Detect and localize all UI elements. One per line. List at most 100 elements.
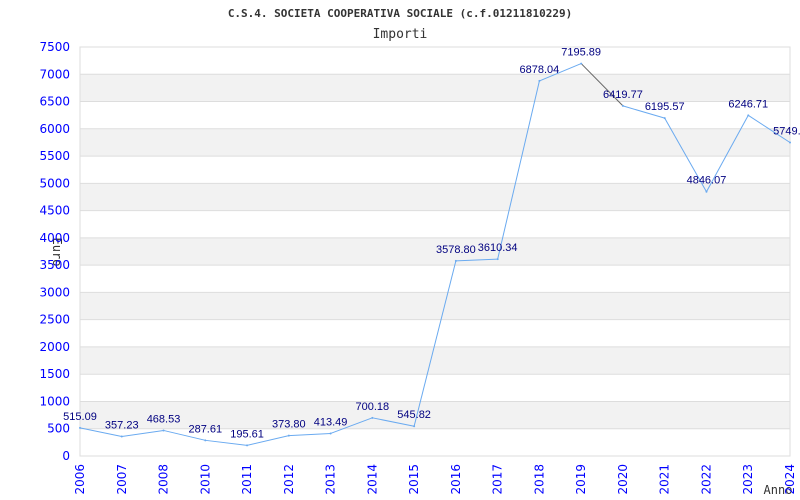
x-tick-label: 2017 [491,464,505,495]
data-label: 468.53 [147,413,181,425]
x-tick-label: 2019 [574,464,588,495]
data-label: 3578.80 [436,244,476,256]
series-segment [706,115,749,192]
y-tick-label: 4000 [39,231,70,245]
x-tick-label: 2024 [783,464,797,495]
chart-title: C.S.4. SOCIETA COOPERATIVA SOCIALE (c.f.… [228,7,572,20]
grid-band [80,128,790,157]
x-tick-label: 2021 [658,464,672,495]
x-tick-label: 2013 [324,464,338,495]
data-label: 545.82 [397,409,431,421]
grid-band [80,401,790,429]
x-tick-label: 2018 [532,464,546,495]
x-tick-label: 2007 [115,464,129,495]
data-point [705,190,708,193]
data-point [246,444,249,447]
series-segment [121,429,164,438]
data-point [79,426,81,429]
y-tick-label: 7000 [39,67,70,81]
data-label: 7195.89 [561,47,601,59]
series-segment [205,439,248,446]
data-point [621,104,624,107]
data-label: 4846.07 [687,175,727,187]
data-label: 195.61 [230,428,264,440]
series-segment [330,417,373,434]
series-segment [413,260,457,427]
data-point [162,429,165,432]
data-point [204,439,207,442]
x-tick-label: 2006 [73,464,87,495]
y-tick-label: 5000 [39,176,70,190]
x-tick-label: 2016 [449,464,463,495]
data-point [580,62,583,65]
y-tick-label: 6500 [39,95,70,109]
y-tick-label: 7500 [39,40,70,54]
data-label: 6419.77 [603,89,643,101]
data-label: 700.18 [356,401,390,413]
x-tick-label: 2010 [198,464,212,495]
y-tick-label: 1000 [39,394,70,408]
data-label: 287.61 [188,423,222,435]
data-point [413,425,416,428]
series-segment [372,417,415,427]
data-point [538,79,541,82]
y-tick-label: 3500 [39,258,70,272]
x-tick-label: 2014 [365,464,379,495]
y-tick-label: 2500 [39,313,70,327]
x-tick-label: 2008 [157,464,171,495]
series-segment [580,63,624,107]
data-point [496,258,499,261]
data-point [454,259,457,262]
series-segment [497,80,540,260]
data-point [663,117,666,120]
data-label: 6195.57 [645,101,685,113]
x-axis-label: Anno [764,483,793,497]
grid-band [80,183,790,211]
grid-band [80,237,790,266]
series-segment [246,435,289,446]
data-label: 413.49 [314,416,348,428]
data-label: 6878.04 [520,64,560,76]
data-point [747,114,750,117]
series-segment [288,432,331,437]
data-label: 6246.71 [728,98,768,110]
data-point [789,141,791,144]
x-tick-label: 2020 [616,464,630,495]
y-tick-label: 3000 [39,285,70,299]
data-point [120,435,123,438]
series-segment [622,105,665,119]
data-label: 3610.34 [478,242,518,254]
x-tick-label: 2015 [407,464,421,495]
series-segment [163,429,206,441]
y-tick-label: 5500 [39,149,70,163]
grid-band [80,346,790,375]
x-tick-label: 2011 [240,464,254,495]
y-tick-label: 1500 [39,367,70,381]
data-label: 373.80 [272,419,306,431]
data-point [287,434,290,437]
series-segment [455,258,498,262]
data-label: 5749.1 [773,125,800,137]
series-segment [79,427,122,438]
chart-subtitle: Importi [373,27,428,42]
x-tick-label: 2023 [741,464,755,495]
data-point [329,432,332,435]
series-segment [747,114,791,143]
y-axis-label: Euro [50,238,64,267]
grid-band [80,74,790,102]
grid-band [80,292,790,320]
x-tick-label: 2012 [282,464,296,495]
data-point [371,416,374,419]
y-tick-label: 500 [47,422,70,436]
data-label: 515.09 [63,411,97,423]
series-segment [664,117,707,192]
y-tick-label: 4500 [39,204,70,218]
plot-border [79,46,791,457]
series-segment [539,63,582,82]
data-label: 357.23 [105,420,139,432]
y-tick-label: 2000 [39,340,70,354]
y-tick-label: 6000 [39,122,70,136]
x-tick-label: 2022 [699,464,713,495]
